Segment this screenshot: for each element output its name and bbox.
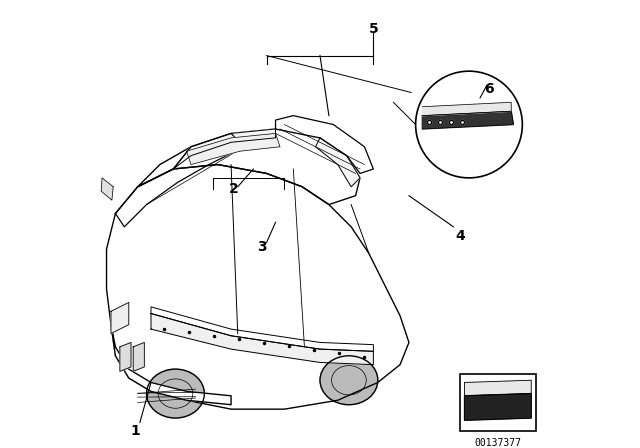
Text: 2: 2 [228, 182, 238, 196]
Text: 6: 6 [484, 82, 494, 96]
Polygon shape [111, 302, 129, 334]
Polygon shape [151, 314, 373, 365]
Polygon shape [138, 129, 360, 205]
Circle shape [415, 71, 522, 178]
Polygon shape [106, 164, 409, 409]
Polygon shape [422, 111, 513, 129]
Polygon shape [151, 307, 373, 351]
Polygon shape [465, 380, 531, 396]
Polygon shape [173, 129, 276, 169]
Ellipse shape [147, 369, 204, 418]
Polygon shape [187, 134, 280, 164]
Polygon shape [115, 134, 244, 227]
Ellipse shape [320, 356, 378, 405]
Text: 3: 3 [257, 240, 267, 254]
FancyBboxPatch shape [460, 374, 536, 431]
Text: 1: 1 [131, 424, 140, 439]
Text: 4: 4 [455, 229, 465, 243]
Polygon shape [142, 129, 356, 209]
Text: 5: 5 [369, 22, 378, 36]
Polygon shape [316, 138, 360, 187]
Polygon shape [276, 116, 373, 173]
Polygon shape [111, 325, 231, 405]
Text: 00137377: 00137377 [474, 438, 522, 448]
Polygon shape [120, 342, 131, 371]
Polygon shape [120, 134, 240, 218]
Polygon shape [133, 342, 145, 371]
Polygon shape [465, 394, 531, 420]
Polygon shape [102, 169, 418, 414]
Polygon shape [101, 178, 113, 200]
Polygon shape [422, 102, 511, 116]
